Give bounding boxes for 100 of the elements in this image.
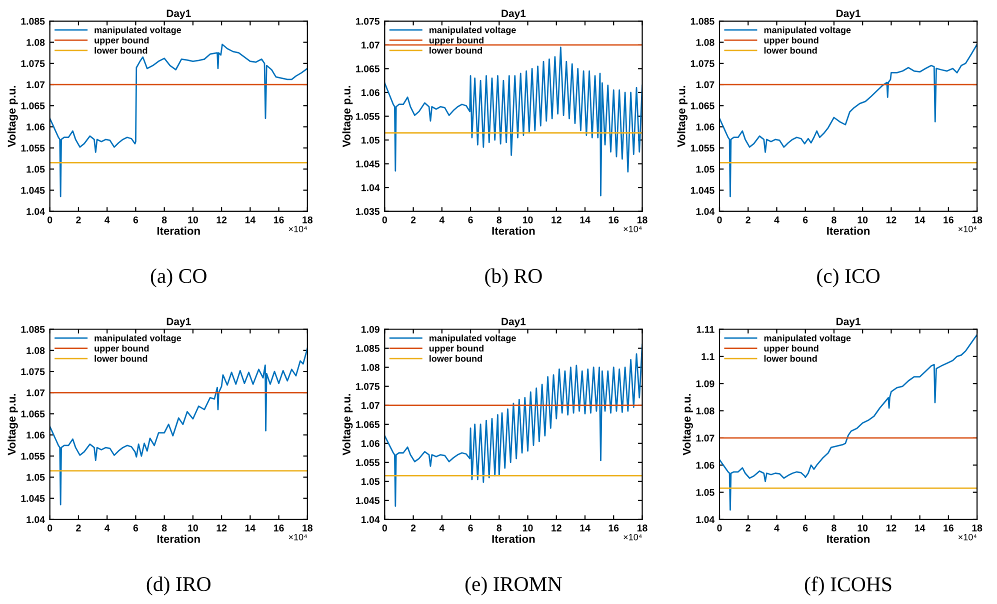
- chart-title: Day1: [502, 318, 526, 328]
- x-tick-label: 10: [858, 216, 868, 224]
- x-tick-label: 12: [216, 216, 227, 224]
- y-tick-label: 1.075: [356, 18, 380, 25]
- y-tick-label: 1.045: [356, 497, 380, 504]
- y-tick-label: 1.045: [21, 186, 45, 194]
- y-tick-label: 1.06: [696, 124, 714, 130]
- y-tick-label: 1.08: [26, 39, 45, 46]
- y-tick-label: 1.085: [21, 326, 45, 333]
- y-tick-label: 1.07: [26, 81, 45, 88]
- y-axis-title: Voltage p.u.: [7, 86, 18, 148]
- text: ×10⁴: [958, 226, 977, 232]
- y-tick-label: 1.11: [696, 326, 714, 333]
- y-tick-label: 1.06: [26, 124, 45, 130]
- y-tick-label: 1.085: [356, 345, 380, 352]
- y-tick-label: 1.08: [362, 364, 380, 371]
- x-tick-label: 16: [274, 216, 284, 224]
- x-tick-label: 14: [580, 524, 590, 532]
- y-tick-label: 1.045: [690, 186, 714, 194]
- x-tick-label: 14: [915, 524, 926, 532]
- x-tick-label: 0: [717, 524, 722, 532]
- x-tick-label: 0: [48, 216, 52, 224]
- text: (c) ICO: [817, 268, 880, 288]
- y-tick-label: 1.08: [26, 347, 45, 354]
- y-tick-label: 1.08: [696, 39, 714, 46]
- text: (b) RO: [485, 268, 542, 288]
- x-tick-label: 2: [410, 216, 416, 224]
- y-tick-label: 1.05: [26, 474, 45, 481]
- y-tick-label: 1.075: [21, 368, 45, 376]
- x-tick-label: 0: [48, 524, 52, 532]
- y-tick-label: 1.065: [356, 421, 380, 428]
- x-tick-label: 8: [162, 216, 167, 224]
- y-tick-label: 1.04: [696, 208, 715, 215]
- y-tick-label: 1.05: [362, 136, 380, 144]
- y-tick-label: 1.055: [356, 112, 380, 120]
- y-tick-label: 1.045: [356, 160, 380, 168]
- x-tick-label: 18: [972, 216, 982, 224]
- y-tick-label: 1.04: [26, 208, 45, 215]
- legend-label: lower bound: [94, 355, 148, 362]
- text: ×10⁴: [958, 534, 977, 540]
- y-axis-title: Voltage p.u.: [342, 86, 353, 148]
- x-tick-label: 14: [580, 216, 590, 224]
- y-axis-title: Voltage p.u.: [342, 394, 353, 456]
- x-tick-label: 2: [76, 216, 81, 224]
- text: (a) CO: [150, 268, 206, 288]
- y-tick-label: 1.08: [696, 407, 714, 414]
- x-tick-label: 14: [915, 216, 926, 224]
- chart-title: Day1: [836, 318, 860, 328]
- y-tick-label: 1.07: [362, 402, 380, 409]
- legend-label: lower bound: [430, 355, 482, 362]
- y-axis-title: Voltage p.u.: [677, 86, 688, 148]
- x-tick-label: 18: [972, 524, 982, 532]
- x-tick-label: 8: [496, 216, 502, 224]
- x-tick-label: 16: [274, 524, 284, 532]
- text: (f) ICOHS: [804, 576, 892, 596]
- y-tick-label: 1.06: [362, 89, 380, 96]
- y-tick-label: 1.09: [696, 380, 714, 388]
- y-tick-label: 1.04: [696, 516, 715, 524]
- x-tick-label: 18: [302, 524, 313, 532]
- y-tick-label: 1.07: [26, 389, 45, 396]
- y-tick-label: 1.045: [21, 495, 45, 502]
- chart-title: Day1: [166, 318, 191, 328]
- x-tick-label: 10: [188, 216, 198, 224]
- legend-label: upper bound: [764, 36, 818, 46]
- legend-label: manipulated voltage: [764, 334, 851, 344]
- legend-label: lower bound: [764, 47, 817, 54]
- legend-label: lower bound: [94, 47, 148, 54]
- legend-label: upper bound: [94, 344, 149, 354]
- x-tick-label: 8: [832, 524, 836, 532]
- x-tick-label: 0: [717, 216, 722, 224]
- line-series: [720, 334, 978, 511]
- x-tick-label: 6: [803, 216, 808, 224]
- y-tick-label: 1.075: [356, 383, 380, 390]
- x-tick-label: 12: [886, 524, 896, 532]
- x-tick-label: 10: [188, 524, 198, 532]
- y-tick-label: 1.07: [362, 42, 380, 49]
- legend-label: upper bound: [429, 344, 484, 354]
- x-tick-label: 16: [944, 216, 954, 224]
- y-tick-label: 1.07: [696, 434, 714, 442]
- x-axis-title: Iteration: [492, 534, 535, 543]
- x-tick-label: 4: [774, 216, 780, 224]
- x-tick-label: 12: [216, 524, 227, 532]
- x-axis-title: Iteration: [157, 226, 200, 235]
- x-tick-label: 10: [522, 524, 533, 532]
- x-axis-title: Iteration: [827, 226, 870, 235]
- x-axis-title: Iteration: [492, 226, 535, 235]
- y-tick-label: 1.035: [356, 208, 380, 215]
- x-tick-label: 16: [944, 524, 954, 532]
- x-tick-label: 8: [496, 524, 502, 532]
- x-axis-title: Iteration: [827, 534, 870, 543]
- legend-label: manipulated voltage: [94, 334, 182, 344]
- y-axis-title: Voltage p.u.: [7, 394, 18, 456]
- text: ×10⁴: [288, 226, 307, 232]
- x-tick-label: 6: [133, 524, 138, 532]
- x-tick-label: 10: [522, 216, 533, 224]
- y-tick-label: 1.06: [362, 440, 380, 447]
- x-tick-label: 12: [552, 524, 562, 532]
- x-tick-label: 4: [104, 524, 110, 532]
- x-tick-label: 18: [302, 216, 313, 224]
- y-tick-label: 1.085: [690, 18, 714, 25]
